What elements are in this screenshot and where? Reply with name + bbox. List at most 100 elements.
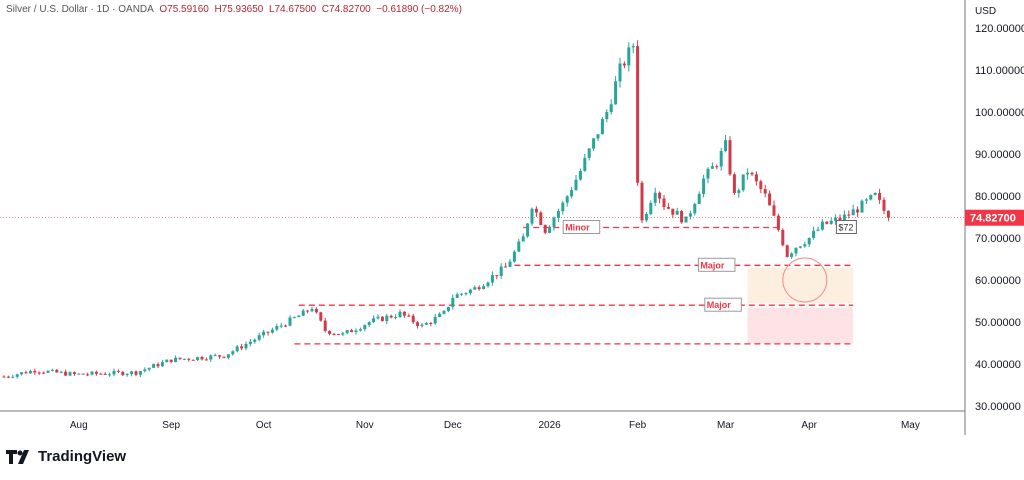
high-value: H75.93650: [214, 4, 264, 15]
candle-body: [182, 358, 186, 360]
candle-body: [86, 374, 90, 376]
candle-body: [363, 325, 367, 330]
candle-body: [675, 210, 679, 215]
candle-body: [680, 210, 684, 223]
candle-body: [152, 364, 156, 368]
candle-body: [715, 166, 719, 168]
candle-body: [332, 333, 336, 335]
candle-body: [235, 346, 239, 352]
price-tick-label: 110.00000: [975, 65, 1024, 77]
candle-body: [754, 174, 758, 182]
candle-body: [732, 174, 736, 194]
candle-body: [108, 374, 112, 376]
candle-body: [820, 221, 824, 230]
candle-body: [521, 236, 525, 242]
highlight-circle: [782, 257, 828, 303]
candle-body: [539, 212, 543, 226]
candle-body: [310, 309, 314, 312]
price-annotation-box: [835, 220, 857, 234]
candle-body: [226, 354, 230, 358]
price-tick-label: 100.00000: [975, 107, 1024, 119]
candle-body: [15, 374, 19, 377]
candle-body: [112, 370, 116, 375]
candle-body: [138, 371, 142, 375]
candle-body: [372, 318, 376, 323]
candle-body: [55, 369, 59, 373]
candle-body: [288, 317, 292, 326]
candle-body: [64, 371, 68, 376]
candle-body: [314, 309, 318, 313]
candle-body: [592, 138, 596, 149]
candle-body: [706, 168, 710, 179]
candle-body: [6, 376, 10, 378]
candle-body: [658, 192, 662, 199]
candle-body: [763, 189, 767, 194]
candle-body: [24, 372, 28, 374]
candle-body: [367, 322, 371, 326]
candle-body: [684, 216, 688, 223]
candle-body: [556, 211, 560, 218]
candle-body: [565, 196, 569, 203]
candle-body: [741, 174, 745, 191]
candle-body: [750, 172, 754, 175]
price-tick-label: 60.00000: [975, 275, 1021, 287]
tradingview-logo-icon: [6, 449, 29, 464]
candle-body: [191, 359, 195, 361]
level-label: Major: [700, 260, 725, 270]
candle-body: [196, 357, 200, 360]
candle-body: [873, 192, 877, 195]
price-tick-label: 30.00000: [975, 401, 1021, 413]
candle-body: [878, 192, 882, 200]
candle-body: [644, 213, 648, 221]
candle-body: [543, 225, 547, 233]
candle-body: [341, 333, 345, 335]
candle-body: [600, 119, 604, 135]
candle-body: [72, 372, 76, 375]
time-tick-label: Aug: [70, 420, 88, 431]
candle-body: [143, 369, 147, 372]
candle-body: [90, 371, 94, 375]
candle-body: [794, 247, 798, 254]
candle-body: [834, 217, 838, 221]
candle-body: [803, 244, 807, 247]
candle-body: [570, 190, 574, 197]
candle-body: [204, 359, 208, 361]
candle-body: [526, 223, 530, 237]
candle-body: [424, 322, 428, 325]
price-chart[interactable]: USD 120.00000 110.00000 100.00000 90.00000 80…: [0, 0, 1024, 440]
candle-body: [693, 203, 697, 214]
candle-body: [781, 229, 785, 246]
zone-box: [747, 307, 854, 344]
candle-body: [724, 140, 728, 152]
candle-body: [460, 293, 464, 295]
candle-body: [578, 170, 582, 180]
price-tick-label: 40.00000: [975, 359, 1021, 371]
candle-body: [856, 209, 860, 213]
tradingview-logo[interactable]: TradingView: [6, 448, 126, 465]
time-tick-label: 2026: [538, 420, 561, 431]
candle-body: [605, 112, 609, 120]
candle-body: [710, 166, 714, 169]
candle-body: [187, 358, 191, 360]
time-tick-label: Dec: [444, 420, 462, 431]
candle-body: [394, 317, 398, 319]
candle-body: [807, 237, 811, 245]
candle-body: [886, 210, 890, 218]
change-value: −0.61890 (−0.82%): [376, 4, 462, 15]
candle-body: [174, 357, 178, 362]
candle-body: [842, 214, 846, 221]
candle-body: [81, 373, 85, 375]
candle-body: [319, 312, 323, 321]
candle-body: [416, 322, 420, 327]
candle-body: [464, 293, 468, 295]
candle-body: [785, 245, 789, 257]
level-label: Major: [707, 300, 732, 310]
candle-body: [864, 199, 868, 201]
candle-body: [2, 376, 6, 378]
candle-body: [719, 151, 723, 167]
close-value: C74.82700: [321, 4, 371, 15]
candle-body: [240, 346, 244, 349]
candle-body: [609, 104, 613, 113]
candle-body: [429, 322, 433, 324]
candle-body: [42, 372, 46, 374]
